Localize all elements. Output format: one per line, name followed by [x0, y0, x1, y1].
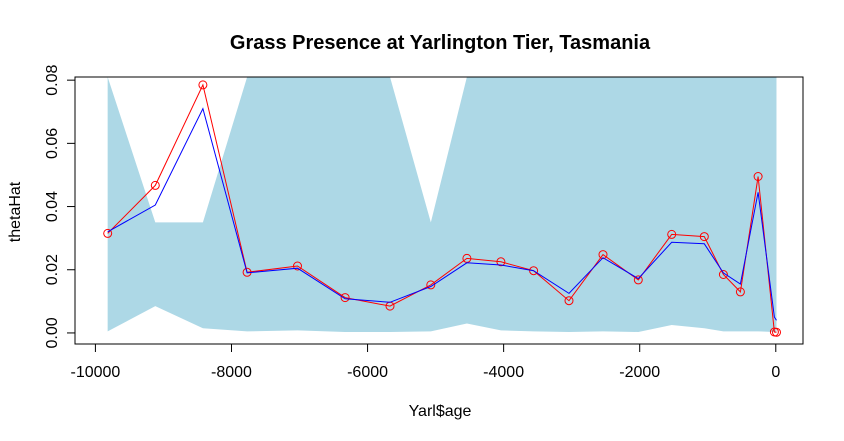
y-axis: 0.00 0.02 0.04 0.06 0.08 [44, 65, 76, 348]
y-tick-label: 0.02 [44, 254, 61, 285]
series-0-point [496, 257, 506, 267]
confidence-band-layer [107, 77, 777, 332]
series-0-point [564, 296, 574, 306]
chart-title: Grass Presence at Yarlington Tier, Tasma… [230, 32, 651, 54]
y-tick-label: 0.04 [44, 191, 61, 222]
x-tick-label: -4000 [483, 364, 524, 381]
series-0-point [426, 280, 436, 290]
confidence-band [107, 77, 777, 332]
x-tick-label: -8000 [211, 364, 252, 381]
series-0-point [699, 232, 709, 242]
series-0-point [340, 293, 350, 303]
series-0-point [772, 327, 781, 337]
series-0-point [598, 250, 608, 260]
series-0-point [718, 270, 728, 279]
series-0-point [150, 180, 160, 190]
series-layer [103, 80, 781, 337]
x-tick-label: -2000 [619, 364, 660, 381]
series-0-point [198, 80, 208, 90]
series-0-point [735, 287, 745, 297]
x-axis-label: Yarl$age [409, 403, 472, 420]
x-tick-label: 0 [771, 364, 780, 381]
series-0-point [633, 275, 643, 285]
x-tick-label: -10000 [70, 364, 120, 381]
y-axis-label: thetaHat [7, 181, 24, 242]
y-tick-label: 0.00 [44, 317, 61, 348]
series-0-point [667, 229, 677, 239]
series-1-line [107, 107, 777, 321]
series-0-point [293, 261, 302, 271]
x-tick-label: -6000 [347, 364, 388, 381]
series-0-point [103, 228, 113, 238]
series-0-point [529, 266, 539, 276]
y-tick-label: 0.08 [44, 65, 61, 96]
series-0-point [753, 172, 763, 181]
x-axis: -10000 -8000 -6000 -4000 -2000 0 [70, 343, 780, 381]
y-tick-label: 0.06 [44, 128, 61, 159]
